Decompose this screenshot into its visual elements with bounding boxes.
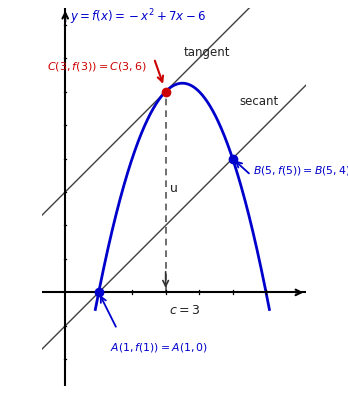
Text: $B(5, f(5)) = B(5, 4)$: $B(5, f(5)) = B(5, 4)$ <box>253 164 348 177</box>
Text: tangent: tangent <box>184 46 230 59</box>
Text: $C(3, f(3)) = C(3, 6)$: $C(3, f(3)) = C(3, 6)$ <box>47 60 147 73</box>
Text: $y = f(x) = -x^2 + 7x - 6$: $y = f(x) = -x^2 + 7x - 6$ <box>70 7 206 27</box>
Text: $c = 3$: $c = 3$ <box>169 304 200 317</box>
Text: secant: secant <box>239 95 278 108</box>
Text: $A(1, f(1)) = A(1, 0)$: $A(1, f(1)) = A(1, 0)$ <box>110 342 208 355</box>
Text: u: u <box>169 182 177 195</box>
